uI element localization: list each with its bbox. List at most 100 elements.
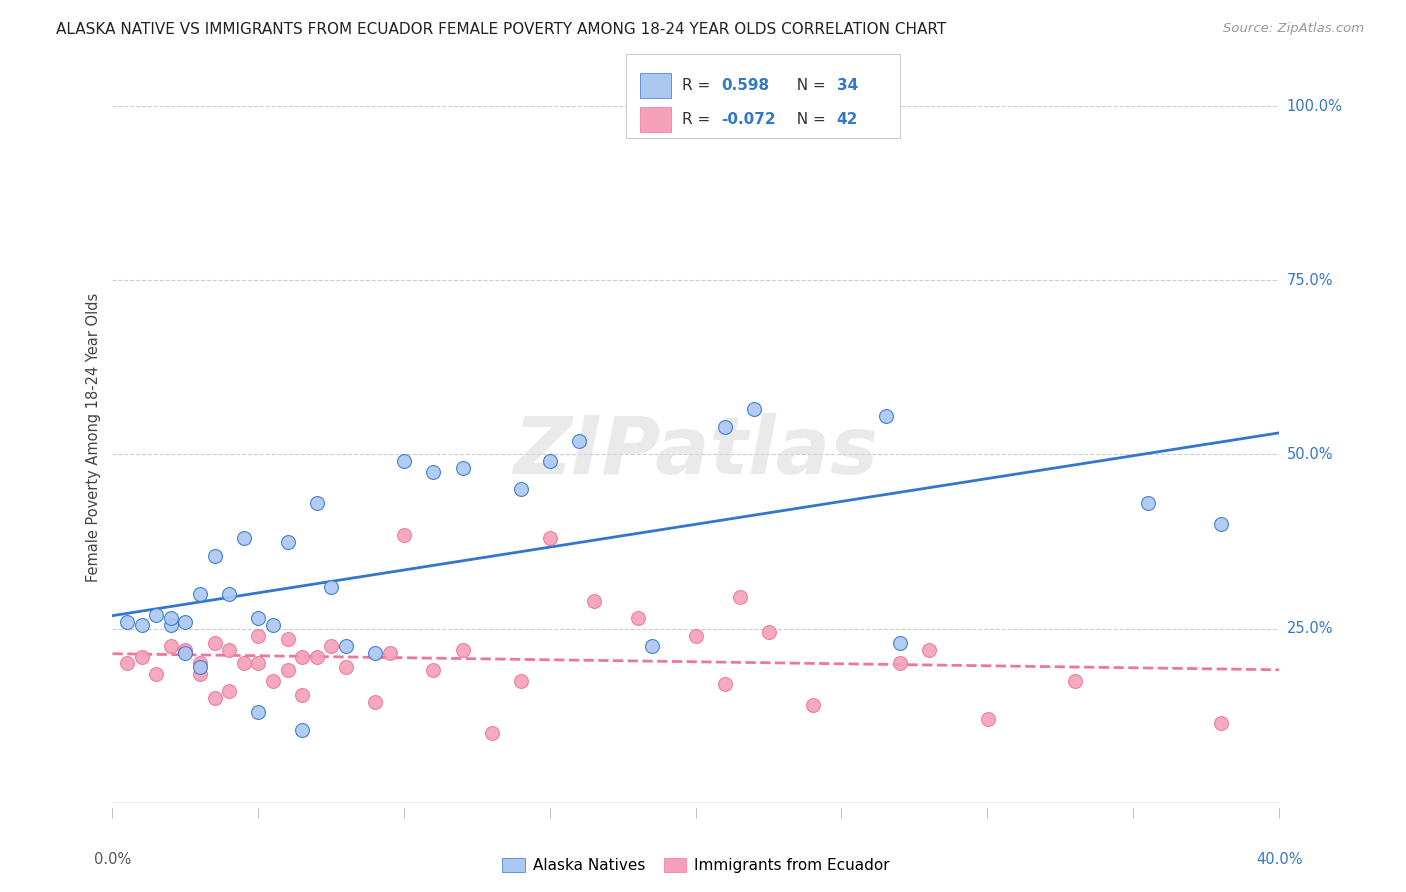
- Point: [889, 657, 911, 671]
- Text: |: |: [841, 807, 844, 818]
- Legend: Alaska Natives, Immigrants from Ecuador: Alaska Natives, Immigrants from Ecuador: [496, 852, 896, 880]
- Point: [538, 454, 561, 468]
- Point: [378, 646, 401, 660]
- Text: 34: 34: [837, 78, 858, 94]
- Text: Source: ZipAtlas.com: Source: ZipAtlas.com: [1223, 22, 1364, 36]
- Text: 42: 42: [837, 112, 858, 128]
- Point: [451, 642, 474, 657]
- Point: [509, 483, 531, 497]
- Point: [714, 677, 737, 691]
- Point: [335, 660, 357, 674]
- Y-axis label: Female Poverty Among 18-24 Year Olds: Female Poverty Among 18-24 Year Olds: [86, 293, 101, 582]
- Point: [145, 667, 167, 681]
- Point: [174, 646, 197, 660]
- Text: 100.0%: 100.0%: [1286, 99, 1343, 113]
- Point: [188, 667, 211, 681]
- Point: [145, 607, 167, 622]
- Point: [422, 664, 444, 678]
- Point: [758, 625, 780, 640]
- Point: [742, 402, 765, 417]
- Point: [188, 587, 211, 601]
- Point: [364, 646, 387, 660]
- Point: [247, 705, 270, 719]
- Text: |: |: [986, 807, 990, 818]
- Point: [247, 629, 270, 643]
- Point: [115, 657, 138, 671]
- Point: [131, 618, 153, 632]
- Point: [1064, 673, 1087, 688]
- Text: -0.072: -0.072: [721, 112, 776, 128]
- Point: [291, 649, 314, 664]
- Text: |: |: [695, 807, 697, 818]
- Point: [305, 496, 328, 510]
- Point: [451, 461, 474, 475]
- Point: [641, 639, 664, 653]
- Point: [188, 657, 211, 671]
- Point: [335, 639, 357, 653]
- Point: [685, 629, 707, 643]
- Point: [509, 673, 531, 688]
- Point: [392, 527, 416, 541]
- Point: [262, 618, 284, 632]
- Point: [232, 657, 254, 671]
- Text: 25.0%: 25.0%: [1286, 621, 1333, 636]
- Point: [247, 611, 270, 625]
- Point: [582, 594, 605, 608]
- Text: ALASKA NATIVE VS IMMIGRANTS FROM ECUADOR FEMALE POVERTY AMONG 18-24 YEAR OLDS CO: ALASKA NATIVE VS IMMIGRANTS FROM ECUADOR…: [56, 22, 946, 37]
- Text: |: |: [111, 807, 114, 818]
- Point: [392, 454, 416, 468]
- Point: [321, 639, 343, 653]
- Point: [728, 591, 751, 605]
- Point: [801, 698, 824, 713]
- Text: N =: N =: [787, 78, 831, 94]
- Point: [291, 688, 314, 702]
- Text: 0.0%: 0.0%: [94, 852, 131, 867]
- Point: [204, 635, 226, 649]
- Point: [1209, 715, 1232, 730]
- Point: [188, 660, 211, 674]
- Point: [218, 642, 240, 657]
- Text: |: |: [548, 807, 551, 818]
- Point: [1209, 517, 1232, 532]
- Point: [422, 465, 444, 479]
- Point: [131, 649, 153, 664]
- Point: [976, 712, 998, 726]
- Point: [160, 639, 183, 653]
- Text: |: |: [257, 807, 260, 818]
- Text: 50.0%: 50.0%: [1286, 447, 1333, 462]
- Point: [218, 684, 240, 698]
- Point: [204, 691, 226, 706]
- Point: [174, 642, 197, 657]
- Point: [875, 409, 897, 424]
- Text: R =: R =: [682, 78, 716, 94]
- Point: [204, 549, 226, 563]
- Point: [568, 434, 591, 448]
- Point: [364, 695, 387, 709]
- Point: [276, 632, 298, 646]
- Text: |: |: [1278, 807, 1281, 818]
- Point: [889, 635, 911, 649]
- Point: [321, 580, 343, 594]
- Point: [247, 657, 270, 671]
- Point: [481, 726, 503, 740]
- Point: [262, 673, 284, 688]
- Text: |: |: [1132, 807, 1135, 818]
- Point: [714, 419, 737, 434]
- Point: [1137, 496, 1160, 510]
- Text: N =: N =: [787, 112, 831, 128]
- Point: [218, 587, 240, 601]
- Text: 0.598: 0.598: [721, 78, 769, 94]
- Point: [276, 664, 298, 678]
- Point: [626, 611, 648, 625]
- Point: [160, 618, 183, 632]
- Point: [538, 531, 561, 545]
- Point: [115, 615, 138, 629]
- Text: ZIPatlas: ZIPatlas: [513, 413, 879, 491]
- Text: R =: R =: [682, 112, 716, 128]
- Point: [174, 615, 197, 629]
- Point: [232, 531, 254, 545]
- Point: [276, 534, 298, 549]
- Text: 75.0%: 75.0%: [1286, 273, 1333, 288]
- Text: |: |: [402, 807, 406, 818]
- Point: [305, 649, 328, 664]
